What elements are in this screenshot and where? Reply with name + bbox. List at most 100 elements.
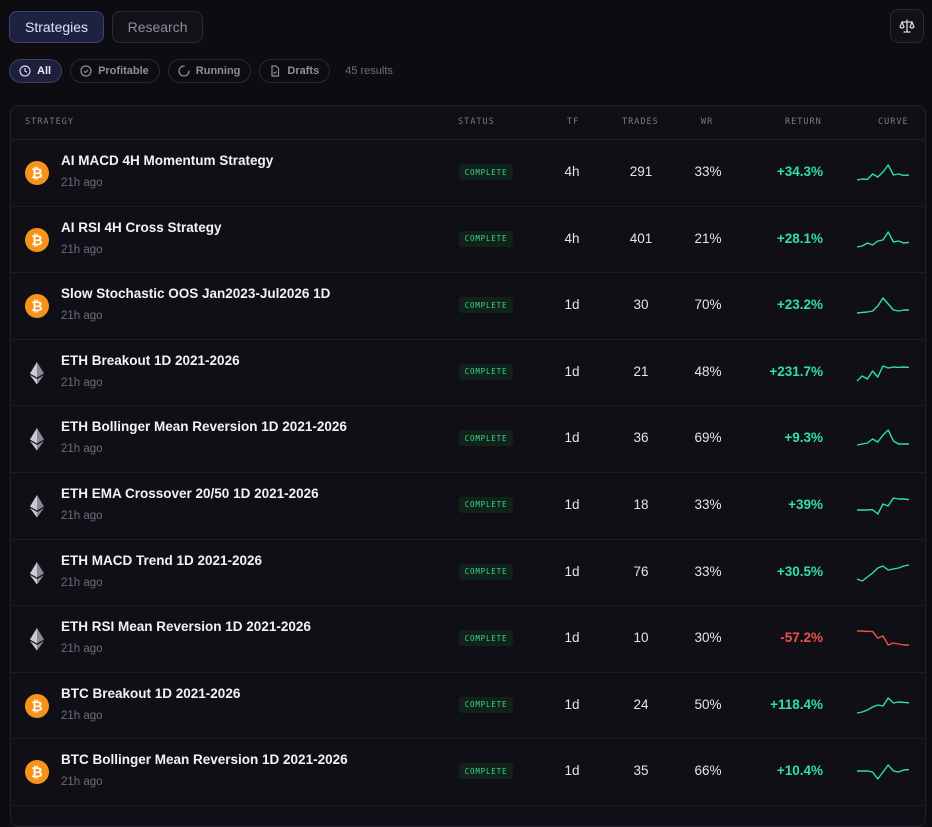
timeframe-value: 1d bbox=[564, 297, 580, 313]
timeframe-value: 1d bbox=[564, 563, 580, 579]
table-row[interactable]: ETH RSI Mean Reversion 1D 2021-2026 21h a… bbox=[11, 606, 925, 673]
status-badge: COMPLETE bbox=[459, 763, 513, 780]
table-row[interactable]: ₿ BTC Breakout 1D 2021-2026 21h ago COMPLET… bbox=[11, 673, 925, 740]
scale-icon bbox=[899, 19, 915, 33]
return-value: +23.2% bbox=[776, 297, 823, 313]
return-value: +9.3% bbox=[784, 430, 823, 446]
strategy-name[interactable]: ETH MACD Trend 1D 2021-2026 bbox=[61, 552, 263, 568]
strategy-name[interactable]: ETH EMA Crossover 20/50 1D 2021-2026 bbox=[61, 485, 319, 501]
col-trades[interactable]: TRADES bbox=[622, 117, 659, 127]
ethereum-icon bbox=[25, 494, 49, 518]
ethereum-icon bbox=[25, 627, 49, 651]
status-badge: COMPLETE bbox=[459, 430, 513, 447]
col-strategy[interactable]: STRATEGY bbox=[25, 117, 74, 127]
strategy-name[interactable]: Slow Stochastic OOS Jan2023-Jul2026 1D bbox=[61, 286, 331, 302]
filter-drafts-label: Drafts bbox=[287, 65, 320, 77]
strategy-time: 21h ago bbox=[61, 243, 103, 256]
equity-curve-line bbox=[856, 164, 910, 181]
strategy-name[interactable]: ETH RSI Mean Reversion 1D 2021-2026 bbox=[61, 619, 311, 635]
clock-icon bbox=[19, 65, 31, 77]
equity-curve bbox=[857, 497, 910, 515]
trades-value: 30 bbox=[633, 297, 649, 313]
tab-strategies[interactable]: Strategies bbox=[9, 11, 105, 43]
strategy-name[interactable]: AI MACD 4H Momentum Strategy bbox=[61, 153, 274, 168]
timeframe-value: 1d bbox=[564, 496, 580, 512]
tab-research[interactable]: Research bbox=[112, 11, 204, 43]
filter-profitable[interactable]: Profitable bbox=[70, 59, 160, 83]
status-badge: COMPLETE bbox=[459, 297, 513, 314]
col-status[interactable]: STATUS bbox=[458, 117, 495, 127]
equity-curve bbox=[856, 563, 910, 582]
equity-curve bbox=[856, 164, 910, 181]
bitcoin-icon: ₿ bbox=[25, 693, 49, 718]
strategy-name[interactable]: AI RSI 4H Cross Strategy bbox=[61, 219, 222, 235]
winrate-value: 69% bbox=[694, 430, 722, 446]
strategy-name[interactable]: ETH Breakout 1D 2021-2026 bbox=[61, 352, 240, 368]
strategy-time: 21h ago bbox=[61, 776, 103, 789]
svg-text:₿: ₿ bbox=[31, 765, 42, 781]
compare-button[interactable] bbox=[890, 9, 924, 43]
table-header: STRATEGY STATUS TF TRADES WR RETURN CURV… bbox=[11, 106, 925, 140]
strategy-time: 21h ago bbox=[61, 376, 103, 389]
view-tabs: Strategies Research bbox=[9, 11, 204, 43]
winrate-value: 33% bbox=[694, 164, 722, 179]
filter-running[interactable]: Running bbox=[167, 59, 252, 83]
winrate-value: 50% bbox=[694, 696, 722, 712]
strategy-name[interactable]: BTC Bollinger Mean Reversion 1D 2021-202… bbox=[61, 752, 348, 768]
ethereum-icon bbox=[25, 427, 49, 451]
bitcoin-icon: ₿ bbox=[25, 760, 49, 785]
table-row[interactable]: ETH Breakout 1D 2021-2026 21h ago COMPLETE… bbox=[11, 340, 925, 407]
file-icon bbox=[271, 65, 280, 77]
strategies-table: STRATEGY STATUS TF TRADES WR RETURN CURV… bbox=[10, 105, 926, 827]
strategy-name[interactable]: BTC Breakout 1D 2021-2026 bbox=[61, 685, 241, 701]
status-badge: COMPLETE bbox=[459, 363, 513, 380]
filter-running-label: Running bbox=[195, 65, 241, 77]
equity-curve-line bbox=[857, 497, 910, 515]
strategy-time: 21h ago bbox=[61, 443, 103, 456]
strategy-time: 21h ago bbox=[61, 310, 103, 323]
equity-curve bbox=[856, 697, 910, 714]
strategy-time: 21h ago bbox=[61, 177, 103, 189]
return-value: +118.4% bbox=[770, 696, 823, 712]
svg-text:₿: ₿ bbox=[31, 166, 42, 182]
equity-curve bbox=[857, 764, 910, 781]
winrate-value: 33% bbox=[694, 496, 722, 512]
table-row[interactable]: ETH MACD Trend 1D 2021-2026 21h ago COMPLE… bbox=[11, 540, 925, 607]
col-return[interactable]: RETURN bbox=[785, 117, 822, 127]
strategy-time: 21h ago bbox=[61, 509, 103, 522]
return-value: -57.2% bbox=[780, 630, 823, 646]
strategy-name[interactable]: ETH Bollinger Mean Reversion 1D 2021-202… bbox=[61, 419, 347, 435]
winrate-value: 30% bbox=[694, 630, 722, 646]
ethereum-icon bbox=[25, 561, 49, 585]
strategy-time: 21h ago bbox=[61, 709, 103, 722]
trades-value: 18 bbox=[633, 496, 649, 512]
trades-value: 401 bbox=[629, 230, 653, 246]
table-row[interactable]: ₿ AI RSI 4H Cross Strategy 21h ago COMPLETE… bbox=[11, 207, 925, 274]
bitcoin-icon: ₿ bbox=[25, 227, 49, 252]
return-value: +28.1% bbox=[776, 230, 823, 246]
winrate-value: 70% bbox=[694, 297, 722, 313]
ethereum-icon bbox=[25, 361, 49, 385]
filter-profitable-label: Profitable bbox=[98, 65, 149, 77]
col-wr[interactable]: WR bbox=[701, 117, 714, 127]
table-row[interactable]: ₿ BTC Bollinger Mean Reversion 1D 2021-20… bbox=[11, 739, 925, 806]
filter-all-label: All bbox=[37, 65, 52, 77]
status-badge: COMPLETE bbox=[459, 563, 513, 580]
timeframe-value: 1d bbox=[564, 363, 580, 379]
equity-curve bbox=[856, 365, 910, 382]
status-badge: COMPLETE bbox=[459, 230, 513, 247]
filter-all[interactable]: All bbox=[9, 59, 63, 83]
timeframe-value: 1d bbox=[564, 430, 580, 446]
filter-drafts[interactable]: Drafts bbox=[259, 59, 331, 83]
table-row[interactable]: ₿ Slow Stochastic OOS Jan2023-Jul2026 1D 2… bbox=[11, 273, 925, 340]
status-badge: COMPLETE bbox=[459, 496, 513, 513]
table-body: ₿ AI MACD 4H Momentum Strategy 21h ago COMP… bbox=[11, 140, 925, 806]
col-tf[interactable]: TF bbox=[567, 117, 580, 127]
table-row[interactable]: ₿ AI MACD 4H Momentum Strategy 21h ago COMP… bbox=[11, 140, 925, 207]
equity-curve-line bbox=[856, 297, 909, 314]
equity-curve bbox=[857, 630, 909, 646]
trades-value: 76 bbox=[633, 563, 649, 579]
table-row[interactable]: ETH Bollinger Mean Reversion 1D 2021-202… bbox=[11, 406, 925, 473]
table-row[interactable]: ETH EMA Crossover 20/50 1D 2021-2026 21h … bbox=[11, 473, 925, 540]
timeframe-value: 1d bbox=[564, 696, 580, 712]
